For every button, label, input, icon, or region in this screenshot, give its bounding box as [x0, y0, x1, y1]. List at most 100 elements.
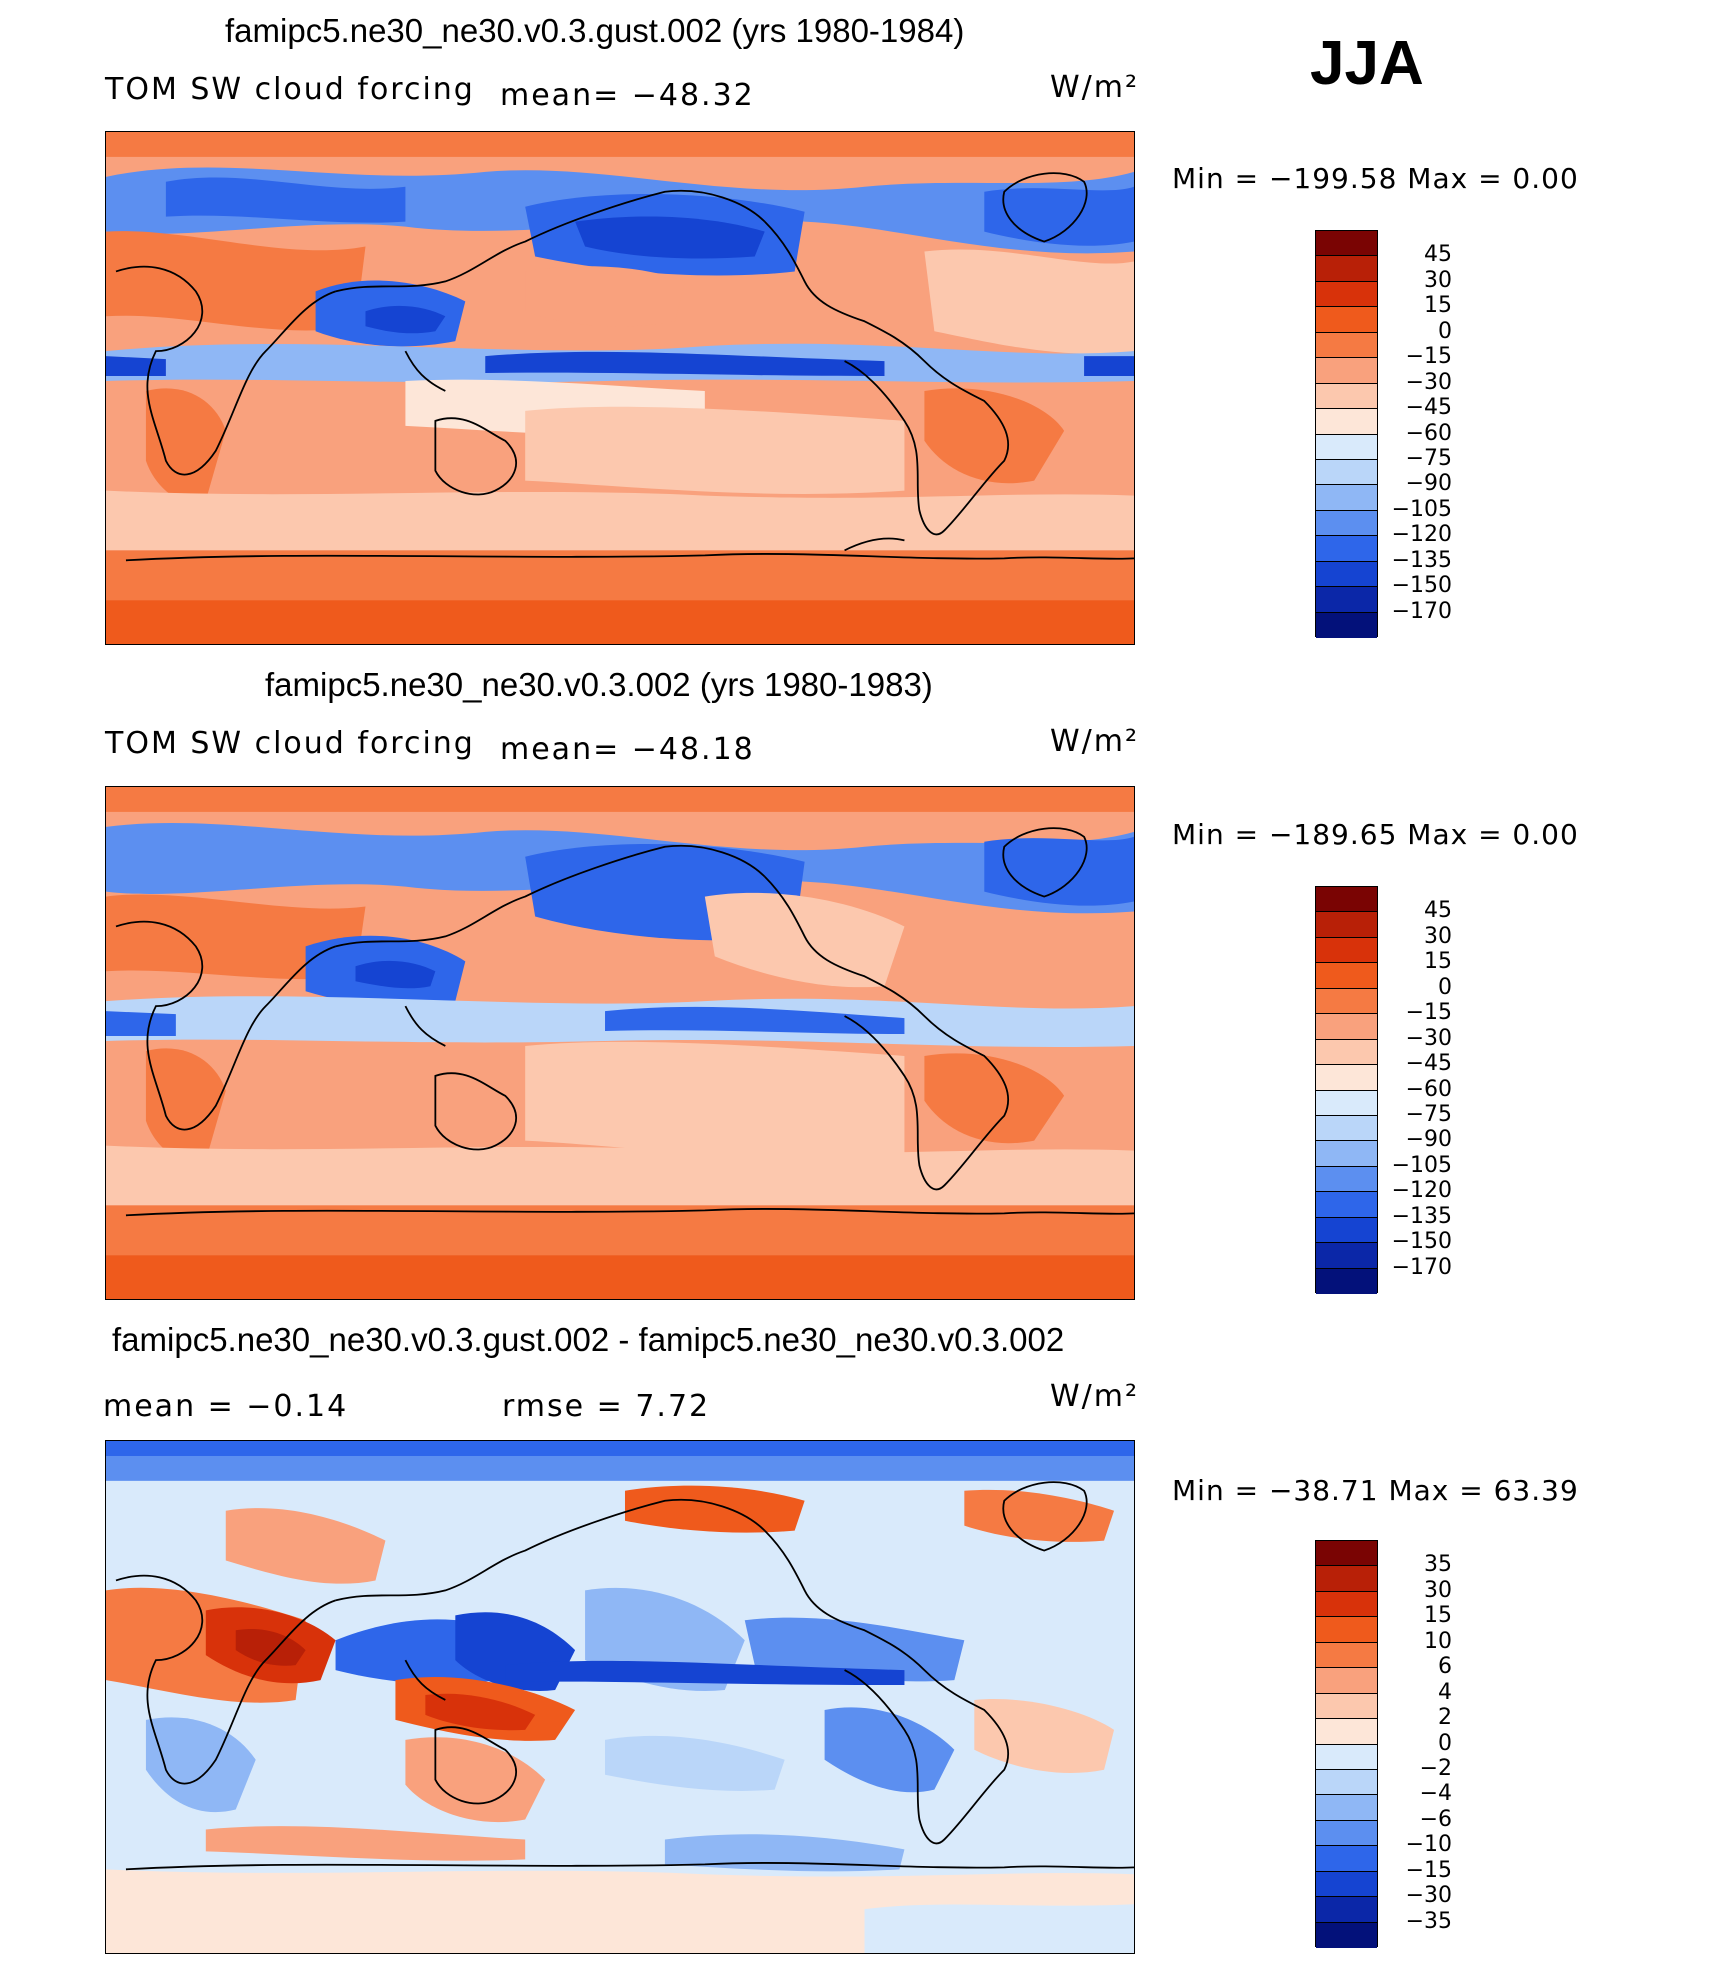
colorbar-box [1316, 1769, 1377, 1796]
panel-3-rmse: rmse = 7.72 [502, 1389, 711, 1424]
colorbar-box [1316, 332, 1377, 359]
colorbar-box [1316, 1871, 1377, 1898]
panel-1-mean: mean= −48.32 [500, 78, 755, 113]
colorbar-box [1316, 1693, 1377, 1720]
colorbar-tick-label: 45 [1424, 898, 1452, 924]
colorbar-tick-label: 30 [1424, 923, 1452, 949]
colorbar-box [1316, 409, 1377, 435]
colorbar-tick-label: −105 [1391, 496, 1452, 522]
colorbar-tick-label: −45 [1405, 1051, 1452, 1077]
colorbar-tick-label: 45 [1424, 242, 1452, 268]
colorbar-tick-label: 15 [1424, 293, 1452, 319]
colorbar-box [1316, 1115, 1377, 1142]
colorbar-tick-label: −135 [1391, 1203, 1452, 1229]
colorbar-tick-label: −60 [1405, 420, 1452, 446]
colorbar-tick-label: 0 [1438, 974, 1452, 1000]
colorbar-tick-label: −45 [1405, 395, 1452, 421]
colorbar-box [1316, 256, 1377, 282]
colorbar-tick-label: −10 [1405, 1832, 1452, 1858]
colorbar-tick-label: −150 [1391, 1229, 1452, 1255]
colorbar-box [1316, 937, 1377, 964]
colorbar-box [1316, 307, 1377, 333]
colorbar-box [1316, 231, 1377, 257]
panel-3-title: famipc5.ne30_ne30.v0.3.gust.002 - famipc… [112, 1321, 1065, 1358]
colorbar-box [1316, 1566, 1377, 1592]
colorbar-tick-label: −6 [1419, 1806, 1452, 1832]
colorbar-box [1316, 1141, 1377, 1167]
colorbar-box [1316, 1795, 1377, 1821]
colorbar-box [1316, 887, 1377, 913]
panel-2-colorbar [1315, 886, 1378, 1294]
colorbar-box [1316, 988, 1377, 1015]
panel-1-title: famipc5.ne30_ne30.v0.3.gust.002 (yrs 198… [225, 12, 965, 49]
panel-1-map [105, 131, 1135, 645]
colorbar-box [1316, 1217, 1377, 1244]
colorbar-box [1316, 536, 1377, 562]
colorbar-box [1316, 434, 1377, 460]
colorbar-tick-label: −135 [1391, 547, 1452, 573]
panel-3-field [106, 1441, 1134, 1953]
colorbar-box [1316, 485, 1377, 511]
colorbar-box [1316, 912, 1377, 938]
colorbar-tick-label: −150 [1391, 573, 1452, 599]
colorbar-tick-label: −15 [1405, 344, 1452, 370]
colorbar-box [1316, 1668, 1377, 1694]
colorbar-box [1316, 1268, 1377, 1294]
colorbar-tick-label: −15 [1405, 1000, 1452, 1026]
colorbar-tick-label: 30 [1424, 1577, 1452, 1603]
colorbar-tick-label: −2 [1419, 1755, 1452, 1781]
panel-1-variable: TOM SW cloud forcing [105, 72, 475, 107]
colorbar-tick-label: 4 [1438, 1679, 1452, 1705]
colorbar-tick-label: −75 [1405, 1101, 1452, 1127]
season-label: JJA [1310, 29, 1424, 98]
colorbar-tick-label: 10 [1424, 1628, 1452, 1654]
panel-3-colorbar [1315, 1540, 1378, 1948]
colorbar-tick-label: −4 [1419, 1781, 1452, 1807]
colorbar-box [1316, 1192, 1377, 1218]
colorbar-box [1316, 1541, 1377, 1567]
colorbar-box [1316, 963, 1377, 989]
panel-2-variable: TOM SW cloud forcing [105, 726, 475, 761]
panel-1-minmax: Min = −199.58 Max = 0.00 [1172, 162, 1579, 195]
colorbar-tick-label: 0 [1438, 1730, 1452, 1756]
colorbar-tick-label: 30 [1424, 267, 1452, 293]
panel-3-minmax: Min = −38.71 Max = 63.39 [1172, 1474, 1579, 1507]
colorbar-box [1316, 459, 1377, 486]
colorbar-box [1316, 1642, 1377, 1669]
colorbar-box [1316, 587, 1377, 613]
colorbar-box [1316, 561, 1377, 588]
colorbar-box [1316, 383, 1377, 410]
colorbar-box [1316, 1617, 1377, 1643]
colorbar-box [1316, 1014, 1377, 1040]
colorbar-tick-label: −60 [1405, 1076, 1452, 1102]
colorbar-box [1316, 1166, 1377, 1193]
colorbar-tick-label: −170 [1391, 1254, 1452, 1280]
colorbar-tick-label: 6 [1438, 1654, 1452, 1680]
colorbar-box [1316, 510, 1377, 537]
panel-2-field [106, 787, 1134, 1299]
panel-1-colorbar [1315, 230, 1378, 638]
colorbar-tick-label: −35 [1405, 1908, 1452, 1934]
panel-2-map [105, 786, 1135, 1300]
colorbar-tick-label: 2 [1438, 1705, 1452, 1731]
panel-2-title: famipc5.ne30_ne30.v0.3.002 (yrs 1980-198… [265, 666, 933, 703]
colorbar-tick-label: −170 [1391, 598, 1452, 624]
panel-1-units: W/m² [1050, 70, 1140, 105]
colorbar-box [1316, 1090, 1377, 1116]
panel-2-units: W/m² [1050, 724, 1140, 759]
colorbar-box [1316, 1065, 1377, 1091]
colorbar-box [1316, 281, 1377, 308]
colorbar-tick-label: 15 [1424, 1603, 1452, 1629]
colorbar-box [1316, 1591, 1377, 1618]
colorbar-tick-label: −30 [1405, 1025, 1452, 1051]
colorbar-tick-label: −90 [1405, 471, 1452, 497]
colorbar-tick-label: −30 [1405, 1883, 1452, 1909]
colorbar-box [1316, 1719, 1377, 1745]
colorbar-tick-label: −30 [1405, 369, 1452, 395]
panel-2-mean: mean= −48.18 [500, 732, 755, 767]
panel-3-map [105, 1440, 1135, 1954]
colorbar-box [1316, 1922, 1377, 1948]
colorbar-tick-label: −15 [1405, 1857, 1452, 1883]
colorbar-box [1316, 612, 1377, 638]
colorbar-box [1316, 1243, 1377, 1269]
